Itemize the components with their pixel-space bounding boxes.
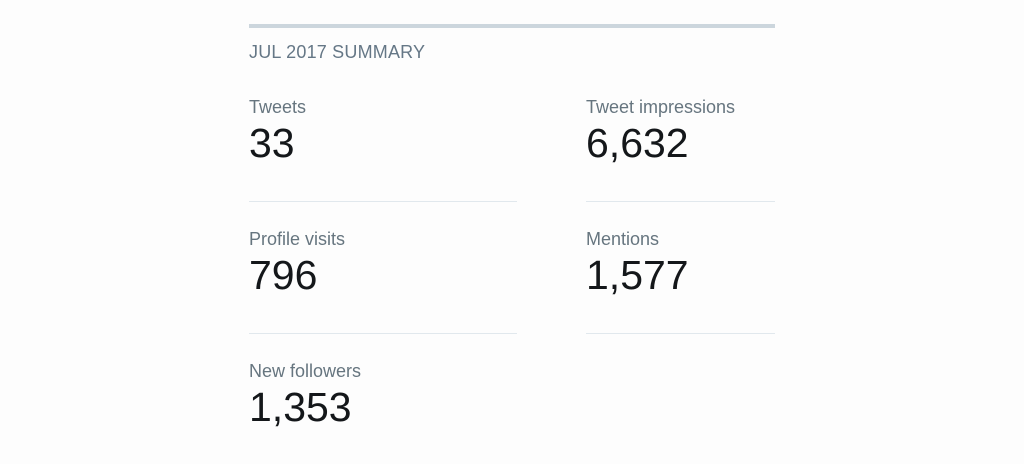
metric: Tweets 33 bbox=[249, 96, 517, 166]
metric-value: 796 bbox=[249, 252, 318, 298]
metric: Profile visits 796 bbox=[249, 228, 517, 298]
metric: Tweet impressions 6,632 bbox=[586, 96, 775, 166]
metric-label: Tweet impressions bbox=[586, 97, 736, 117]
divider bbox=[586, 201, 775, 202]
metric-label: Mentions bbox=[586, 229, 660, 249]
metric-value: 1,353 bbox=[249, 384, 352, 430]
top-bar bbox=[249, 24, 775, 28]
divider bbox=[249, 333, 517, 334]
divider bbox=[249, 201, 517, 202]
metric-label: Profile visits bbox=[249, 229, 346, 249]
metric-value: 6,632 bbox=[586, 120, 689, 166]
metric-value: 33 bbox=[249, 120, 295, 166]
metric-label: Tweets bbox=[249, 97, 307, 117]
metric: New followers 1,353 bbox=[249, 360, 517, 430]
metric: Mentions 1,577 bbox=[586, 228, 775, 298]
metric-label: New followers bbox=[249, 361, 362, 381]
divider bbox=[586, 333, 775, 334]
metric-value: 1,577 bbox=[586, 252, 689, 298]
summary-title: JUL 2017 SUMMARY bbox=[249, 42, 426, 62]
